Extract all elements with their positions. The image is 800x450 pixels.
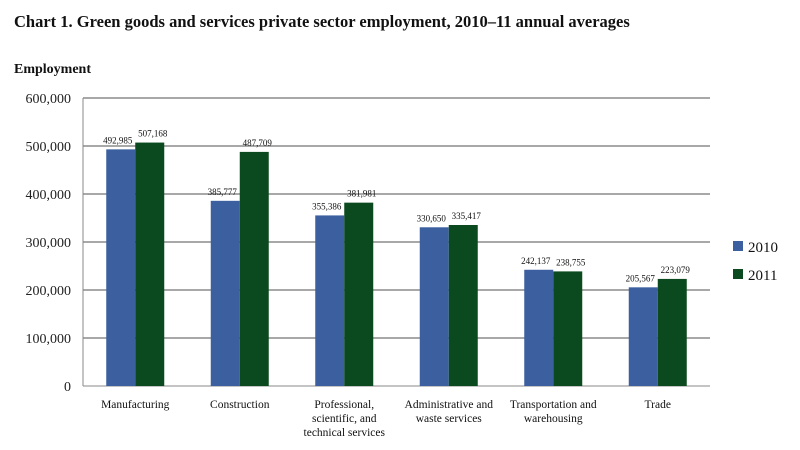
data-label: 205,567 <box>626 273 656 283</box>
x-tick-label: technical services <box>304 427 386 439</box>
bar-2011 <box>448 224 478 386</box>
data-label: 487,709 <box>243 138 273 148</box>
bar-2010 <box>210 200 240 386</box>
x-tick-label: Administrative and <box>405 399 494 411</box>
x-tick-label: Professional, <box>314 399 374 411</box>
x-tick-label: warehousing <box>524 413 583 425</box>
data-label: 381,981 <box>347 189 376 199</box>
bar-2011 <box>657 278 687 386</box>
x-tick-label: Transportation and <box>510 399 597 411</box>
y-tick-label: 100,000 <box>26 332 72 347</box>
y-tick-label: 400,000 <box>26 188 72 203</box>
bar-2010 <box>628 287 658 386</box>
y-tick-label: 0 <box>64 380 71 395</box>
x-tick-label: Manufacturing <box>101 399 170 411</box>
data-label: 223,079 <box>661 265 691 275</box>
bar-2011 <box>553 271 583 386</box>
y-tick-label: 500,000 <box>26 140 72 155</box>
y-axis-label: Employment <box>14 62 91 77</box>
bar-2010 <box>106 149 136 386</box>
data-label: 385,777 <box>208 187 238 197</box>
y-tick-label: 300,000 <box>26 236 72 251</box>
bar-2011 <box>239 151 269 386</box>
data-label: 355,386 <box>312 201 342 211</box>
bar-2010 <box>524 269 554 386</box>
legend-label: 2011 <box>748 268 777 284</box>
bar-2010 <box>419 227 449 386</box>
data-label: 238,755 <box>556 257 586 267</box>
legend-swatch-2011 <box>733 269 743 279</box>
x-tick-label: Trade <box>645 399 671 411</box>
data-label: 492,985 <box>103 135 133 145</box>
x-tick-label: waste services <box>416 413 483 425</box>
legend-swatch-2010 <box>733 241 743 251</box>
data-label: 335,417 <box>452 211 482 221</box>
y-tick-label: 200,000 <box>26 284 72 299</box>
bar-2010 <box>315 215 345 386</box>
x-tick-label: Construction <box>210 399 270 411</box>
bar-2011 <box>344 202 374 386</box>
bar-2011 <box>135 142 165 386</box>
data-label: 330,650 <box>417 213 447 223</box>
y-tick-label: 600,000 <box>26 92 72 107</box>
x-tick-label: scientific, and <box>312 413 377 425</box>
data-label: 242,137 <box>521 256 551 266</box>
chart-title: Chart 1. Green goods and services privat… <box>14 12 630 31</box>
data-label: 507,168 <box>138 129 168 139</box>
legend-label: 2010 <box>748 240 778 256</box>
